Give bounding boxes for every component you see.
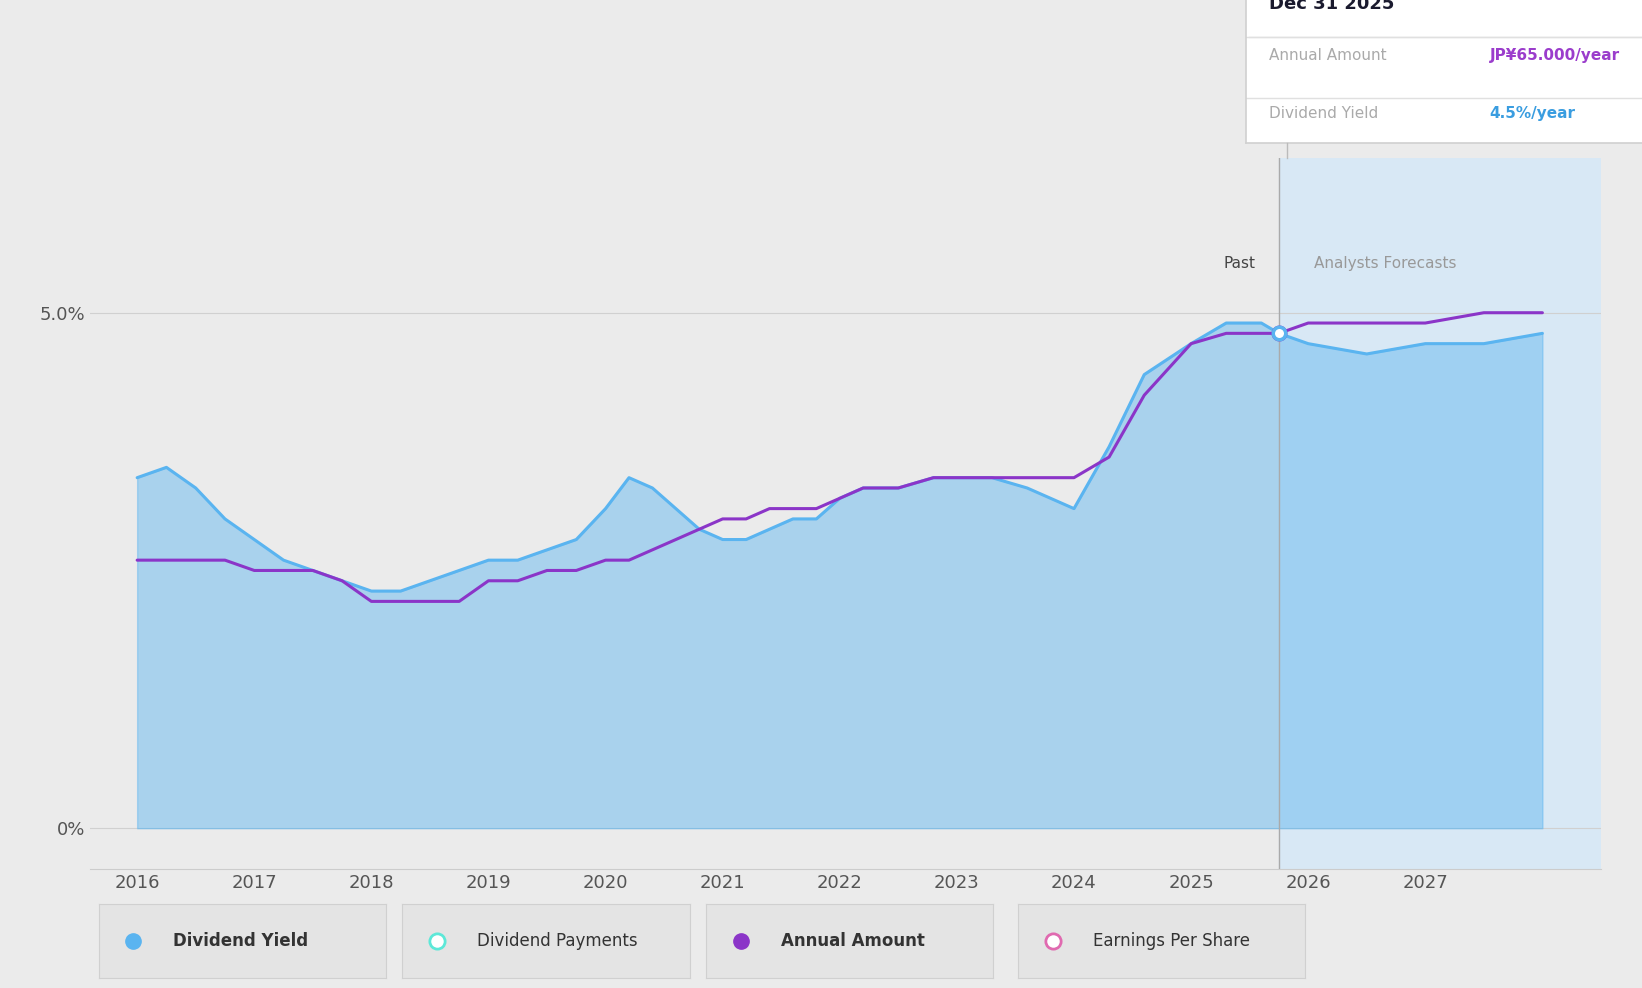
Text: Dividend Payments: Dividend Payments [476,932,637,950]
Text: JP¥65.000/year: JP¥65.000/year [1489,47,1619,62]
Text: Past: Past [1223,257,1256,272]
Bar [1279,158,1601,869]
Text: Dec 31 2025: Dec 31 2025 [1269,0,1394,14]
Text: Annual Amount: Annual Amount [1269,47,1387,62]
Text: Annual Amount: Annual Amount [782,932,924,950]
Text: Dividend Yield: Dividend Yield [174,932,309,950]
Text: 4.5%/year: 4.5%/year [1489,107,1575,122]
Text: Dividend Yield: Dividend Yield [1269,107,1379,122]
Text: Analysts Forecasts: Analysts Forecasts [1314,257,1456,272]
Text: Earnings Per Share: Earnings Per Share [1094,932,1250,950]
